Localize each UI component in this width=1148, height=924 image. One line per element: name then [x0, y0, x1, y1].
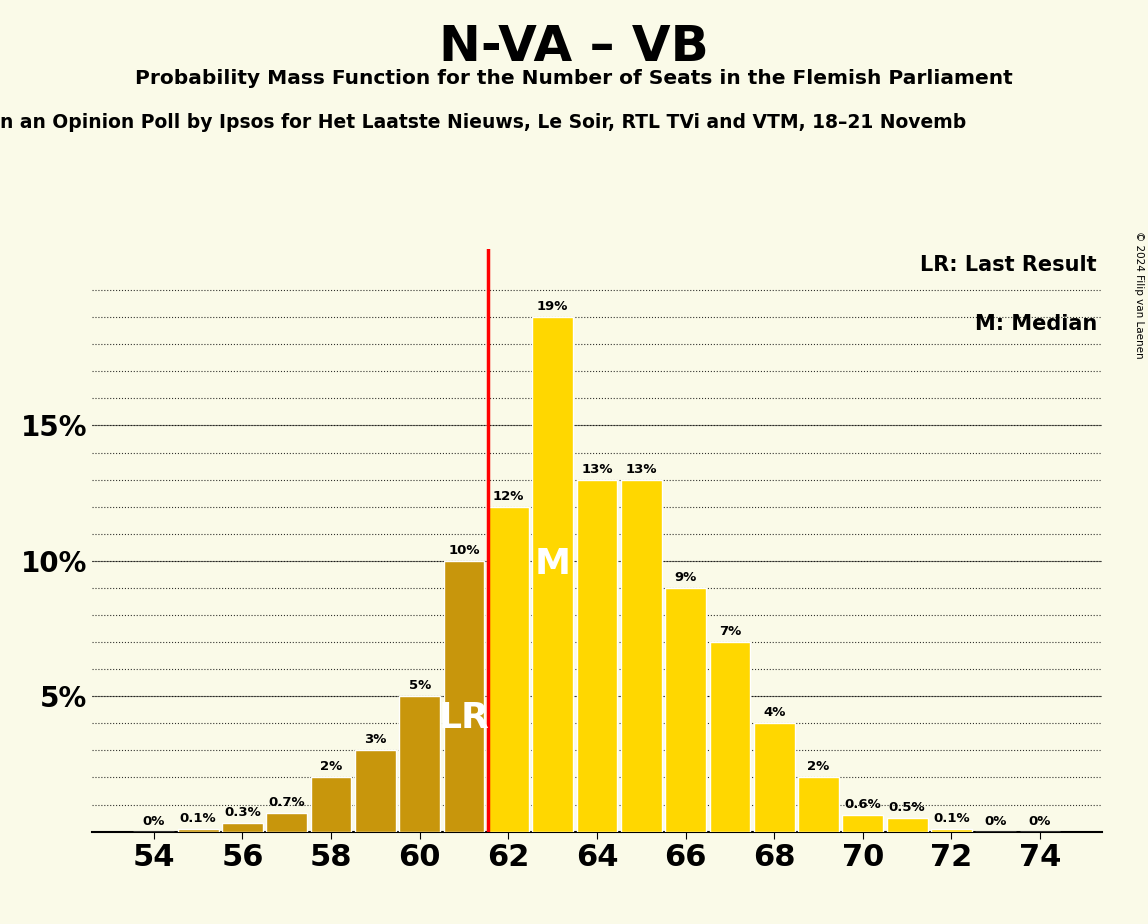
Text: 12%: 12%: [492, 490, 523, 503]
Text: 0%: 0%: [1029, 815, 1052, 828]
Text: 13%: 13%: [626, 463, 657, 476]
Text: N-VA – VB: N-VA – VB: [440, 23, 708, 71]
Text: 19%: 19%: [537, 300, 568, 313]
Bar: [178, 829, 218, 832]
Text: 13%: 13%: [581, 463, 613, 476]
Bar: [222, 823, 263, 832]
Text: 0.3%: 0.3%: [224, 807, 261, 820]
Bar: [311, 777, 351, 832]
Text: 0.5%: 0.5%: [889, 801, 925, 814]
Bar: [709, 642, 751, 832]
Text: 0%: 0%: [142, 815, 165, 828]
Text: 0%: 0%: [985, 815, 1007, 828]
Bar: [533, 317, 573, 832]
Text: 4%: 4%: [763, 706, 785, 719]
Text: LR: Last Result: LR: Last Result: [921, 255, 1097, 275]
Bar: [576, 480, 618, 832]
Text: M: M: [535, 547, 571, 581]
Text: 0.7%: 0.7%: [269, 796, 305, 808]
Text: © 2024 Filip van Laenen: © 2024 Filip van Laenen: [1134, 231, 1143, 359]
Text: 0.1%: 0.1%: [180, 812, 217, 825]
Text: LR: LR: [439, 701, 489, 735]
Text: 7%: 7%: [719, 625, 740, 638]
Text: 2%: 2%: [807, 760, 830, 773]
Bar: [754, 723, 794, 832]
Text: 5%: 5%: [409, 679, 430, 692]
Text: 0.1%: 0.1%: [933, 812, 970, 825]
Text: 9%: 9%: [675, 571, 697, 584]
Text: n an Opinion Poll by Ipsos for Het Laatste Nieuws, Le Soir, RTL TVi and VTM, 18–: n an Opinion Poll by Ipsos for Het Laats…: [0, 113, 967, 132]
Bar: [488, 506, 529, 832]
Bar: [443, 561, 484, 832]
Bar: [798, 777, 839, 832]
Text: Probability Mass Function for the Number of Seats in the Flemish Parliament: Probability Mass Function for the Number…: [135, 69, 1013, 89]
Bar: [886, 818, 928, 832]
Bar: [843, 815, 883, 832]
Text: 2%: 2%: [320, 760, 342, 773]
Bar: [400, 696, 440, 832]
Bar: [931, 829, 972, 832]
Text: 10%: 10%: [448, 544, 480, 557]
Text: 0.6%: 0.6%: [845, 798, 882, 811]
Bar: [665, 588, 706, 832]
Bar: [266, 812, 308, 832]
Text: M: Median: M: Median: [975, 313, 1097, 334]
Bar: [621, 480, 661, 832]
Text: 3%: 3%: [364, 734, 387, 747]
Bar: [355, 750, 396, 832]
